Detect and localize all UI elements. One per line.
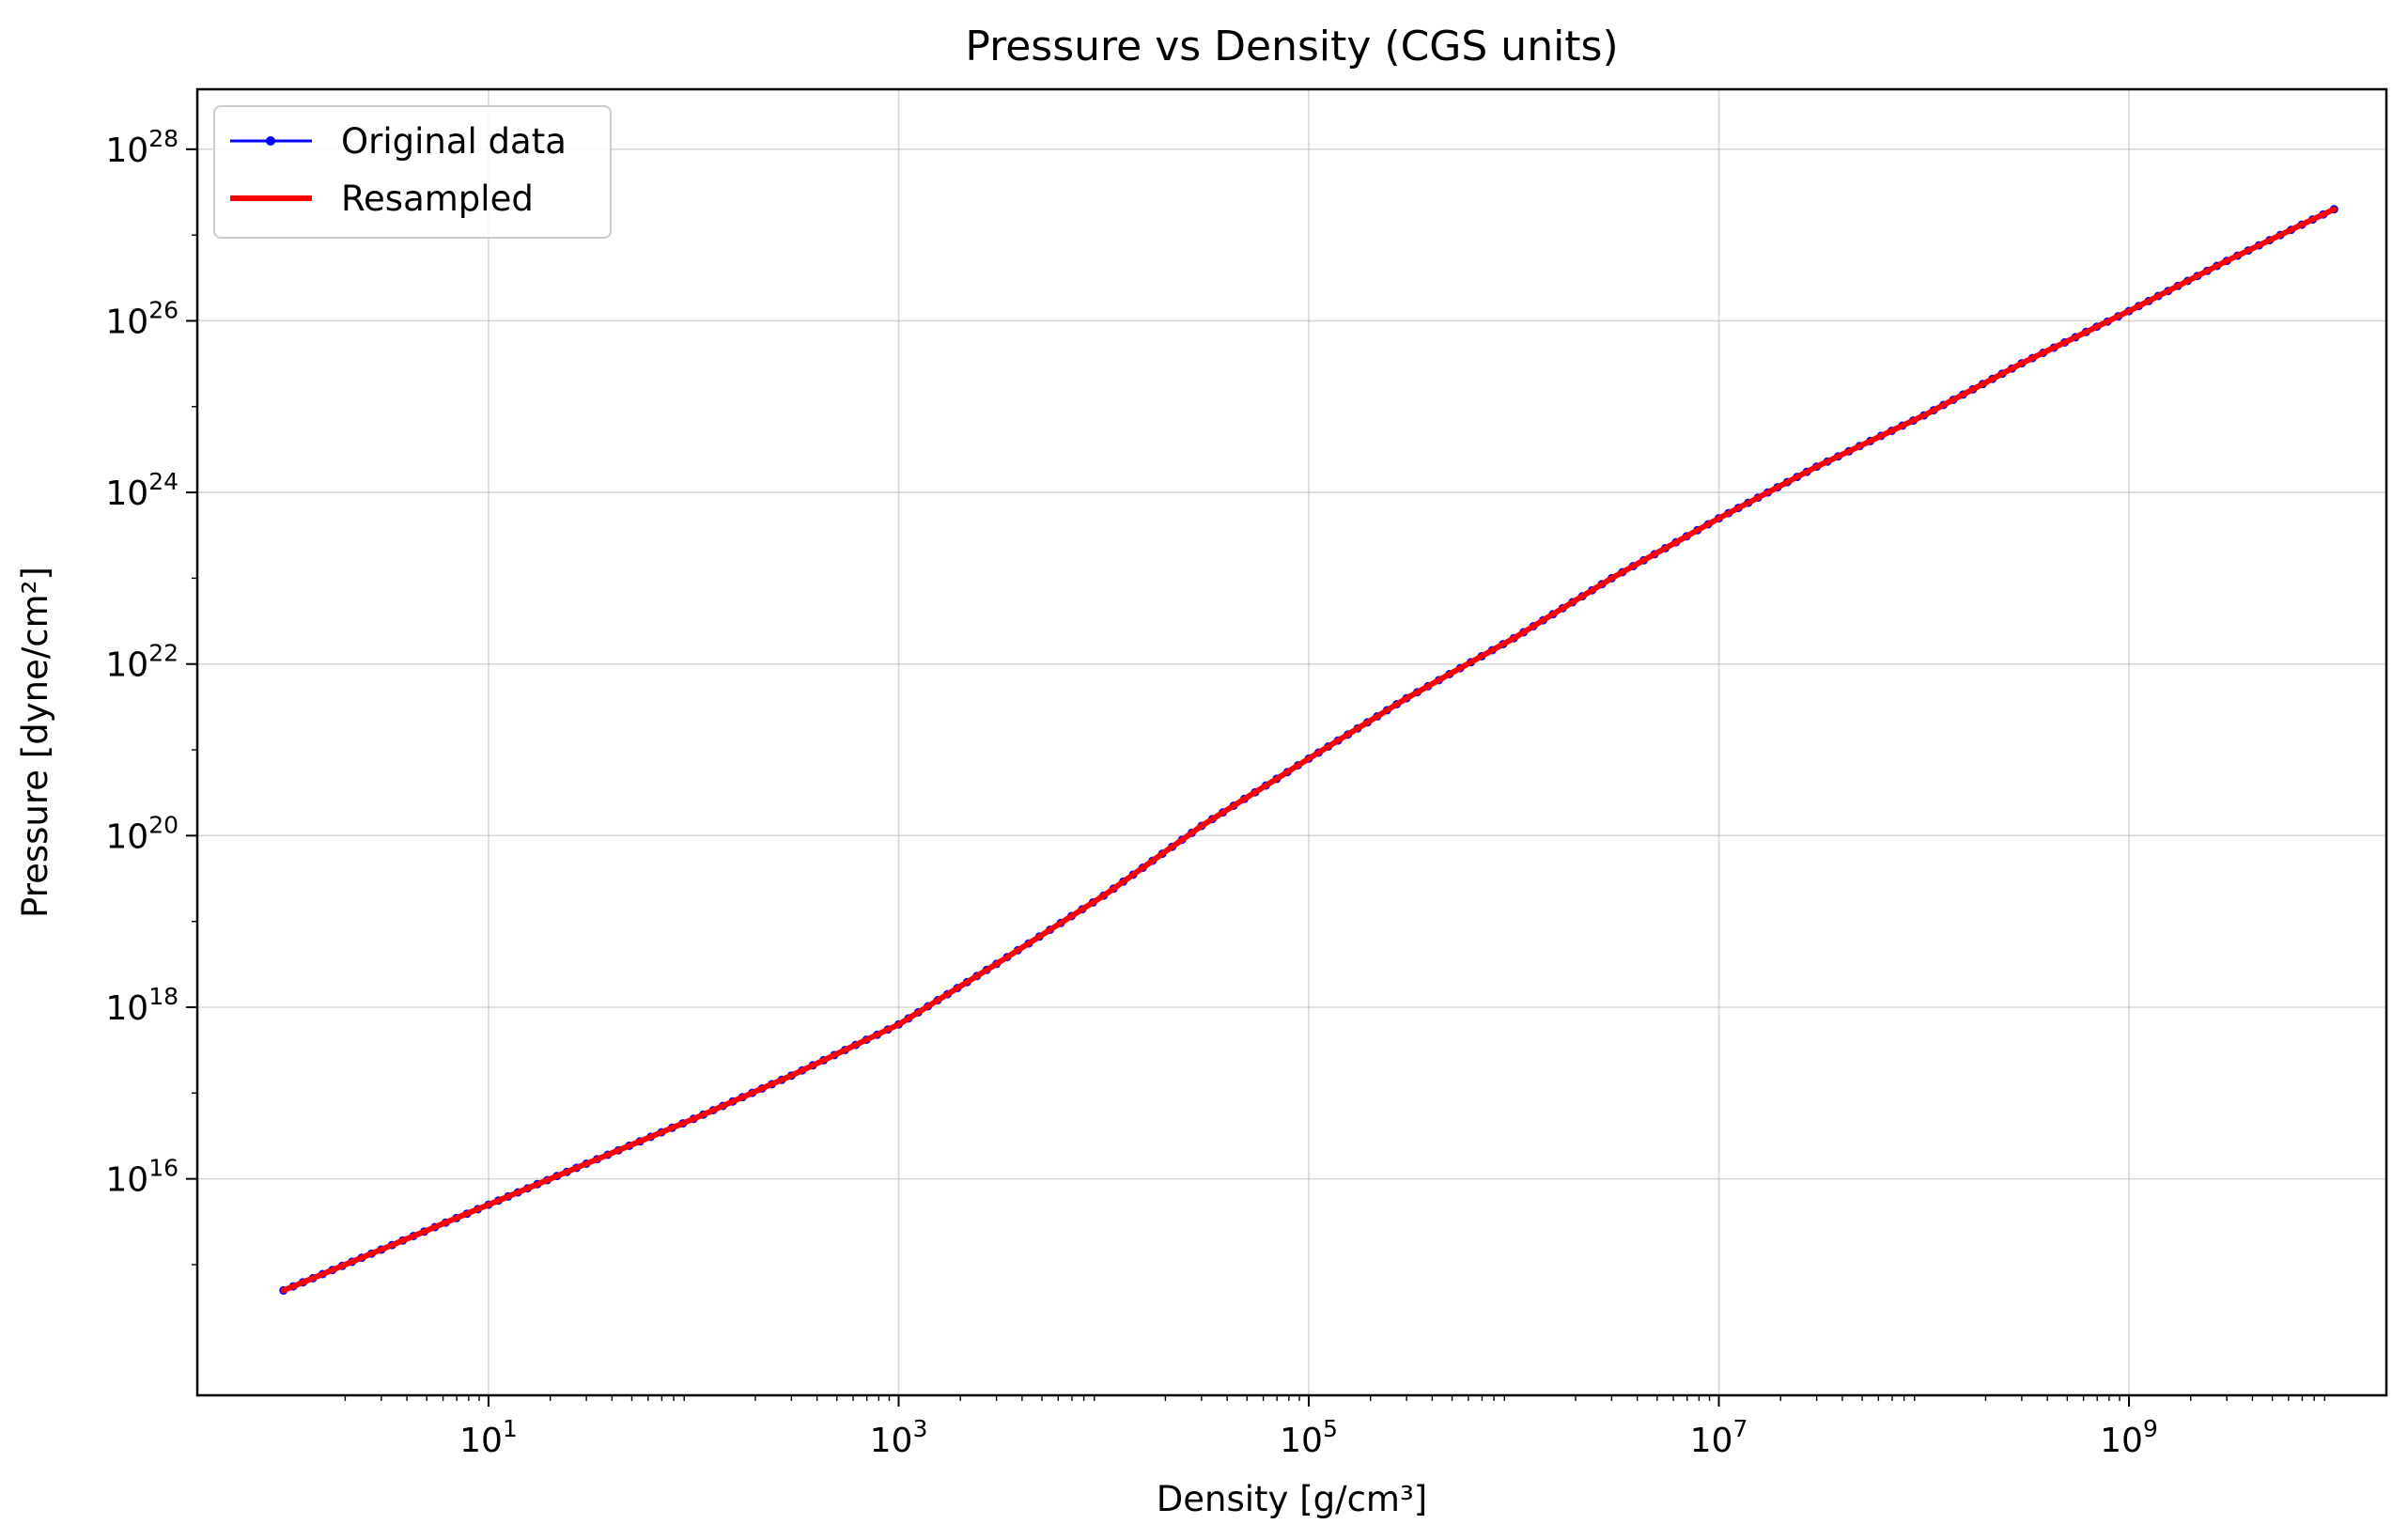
y-tick-label: 1020: [105, 811, 179, 856]
x-tick-label: 101: [459, 1415, 518, 1460]
y-tick-label: 1022: [105, 640, 179, 685]
legend-label-resampled: Resampled: [341, 179, 534, 219]
legend: Original data Resampled: [213, 105, 612, 239]
axis-ticks: 101 103 105 107 109 1016 1018 1020 1022 1024 1026 1…: [105, 125, 2325, 1460]
chart-title: Pressure vs Density (CGS units): [965, 23, 1618, 70]
x-tick-label: 109: [2100, 1415, 2158, 1460]
x-axis-title: Density [g/cm³]: [1157, 1479, 1427, 1519]
legend-label-original: Original data: [341, 121, 567, 162]
x-tick-label: 107: [1690, 1415, 1748, 1460]
series-line-resampled: [280, 206, 2338, 1294]
y-tick-label: 1016: [105, 1155, 179, 1200]
y-tick-label: 1028: [105, 125, 179, 170]
legend-box: [213, 105, 612, 239]
plot-area-frame: [195, 87, 2388, 1397]
y-axis-title: Pressure [dyne/cm²]: [15, 567, 55, 918]
x-tick-label: 105: [1280, 1415, 1338, 1460]
y-tick-label: 1026: [105, 296, 179, 341]
legend-marker-original: [266, 136, 275, 146]
grid-lines: [197, 89, 2386, 1395]
y-tick-label: 1024: [105, 468, 179, 513]
plot-series: [279, 205, 2338, 1295]
x-tick-label: 103: [870, 1415, 928, 1460]
y-tick-label: 1018: [105, 983, 179, 1028]
